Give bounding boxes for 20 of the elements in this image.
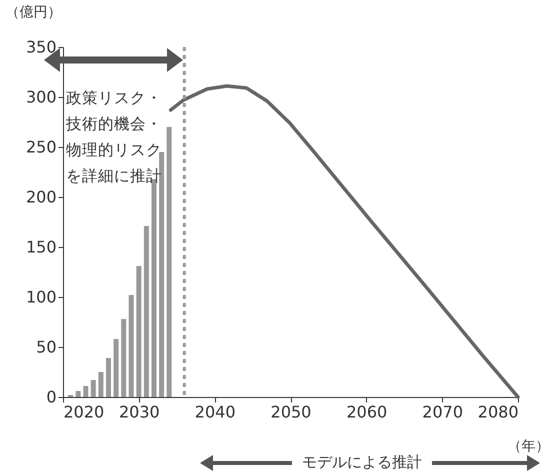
- text: モデルによる推計: [302, 453, 422, 471]
- y-tick-label: 50: [36, 338, 56, 356]
- y-tick-label: 300: [26, 88, 56, 106]
- x-tick-label: 2080: [478, 402, 518, 422]
- y-axis-title: （億円）: [6, 4, 62, 20]
- x-tick-label: 2050: [270, 402, 312, 422]
- line-series: [168, 84, 520, 399]
- x-tick-label: 2070: [422, 402, 464, 422]
- x-tick-label: 2030: [118, 402, 160, 422]
- x-tick-label: 2040: [194, 402, 236, 422]
- x-tick-label: 2020: [64, 402, 104, 422]
- y-tick-label: 0: [46, 388, 56, 406]
- x-axis-title: （年）: [508, 438, 550, 454]
- y-tick-label: 100: [26, 288, 56, 306]
- y-tick-label: 250: [26, 138, 56, 156]
- x-tick-label: 2060: [346, 402, 388, 422]
- y-tick-label: 200: [26, 188, 56, 206]
- y-tick-label: 350: [26, 38, 56, 56]
- annotation: 政策リスク・技術的機会・物理的リスクを詳細に推計: [65, 89, 162, 185]
- y-tick-label: 150: [26, 238, 56, 256]
